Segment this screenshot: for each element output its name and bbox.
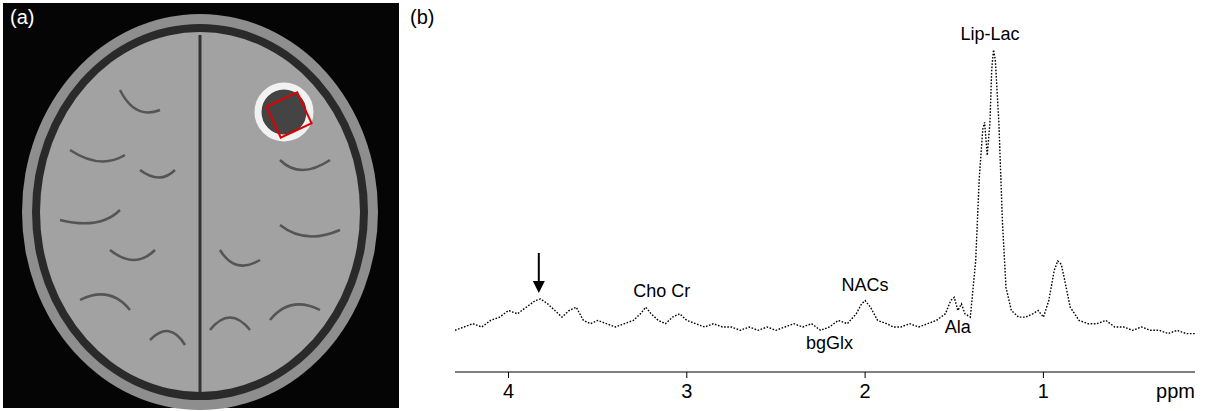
plot-area [455, 50, 1195, 334]
mri-background [3, 3, 399, 408]
sulcus [140, 170, 175, 178]
sulcus [220, 250, 260, 266]
lesion [258, 86, 310, 138]
sulcus [70, 150, 125, 161]
figure: (a) (b) 4 3 2 1 ppm Lip-Lac NACs bgGlx Ala Cho Cr [0, 0, 1211, 411]
voxel [266, 92, 311, 137]
sulcus [150, 331, 185, 345]
mri-panel [3, 3, 399, 410]
sulcus [210, 318, 250, 331]
sulcus [270, 304, 320, 320]
peak-label: bgGlx [806, 333, 853, 353]
peak-label: NACs [842, 275, 889, 295]
spectrum-line [455, 50, 1195, 334]
sulcus [110, 250, 155, 260]
sulcus [80, 294, 130, 310]
x-tick [1043, 372, 1044, 378]
arrow-head [533, 281, 545, 293]
x-tick [686, 372, 687, 378]
midline [199, 35, 202, 392]
x-tick [865, 372, 866, 378]
sulcus [280, 225, 340, 236]
x-tick-label: 4 [503, 380, 514, 402]
x-tick-label: 3 [681, 380, 692, 402]
x-tick [508, 372, 509, 378]
panel-label: (a) [10, 6, 34, 28]
x-tick-label: 2 [860, 380, 871, 402]
panel-label: (b) [410, 6, 434, 28]
brain [40, 32, 360, 392]
skull [32, 24, 368, 400]
x-axis-title: ppm [1156, 380, 1195, 402]
x-axis [455, 372, 1195, 373]
peak-label: Lip-Lac [960, 24, 1019, 44]
sulcus [120, 90, 160, 113]
arrow [533, 253, 545, 293]
sulcus [280, 160, 330, 170]
peak-label: Cho Cr [633, 281, 690, 301]
x-tick-label: 1 [1038, 380, 1049, 402]
arrow-shaft [538, 253, 540, 283]
scalp [22, 14, 378, 410]
sulcus [60, 210, 120, 223]
peak-label: Ala [945, 317, 972, 337]
